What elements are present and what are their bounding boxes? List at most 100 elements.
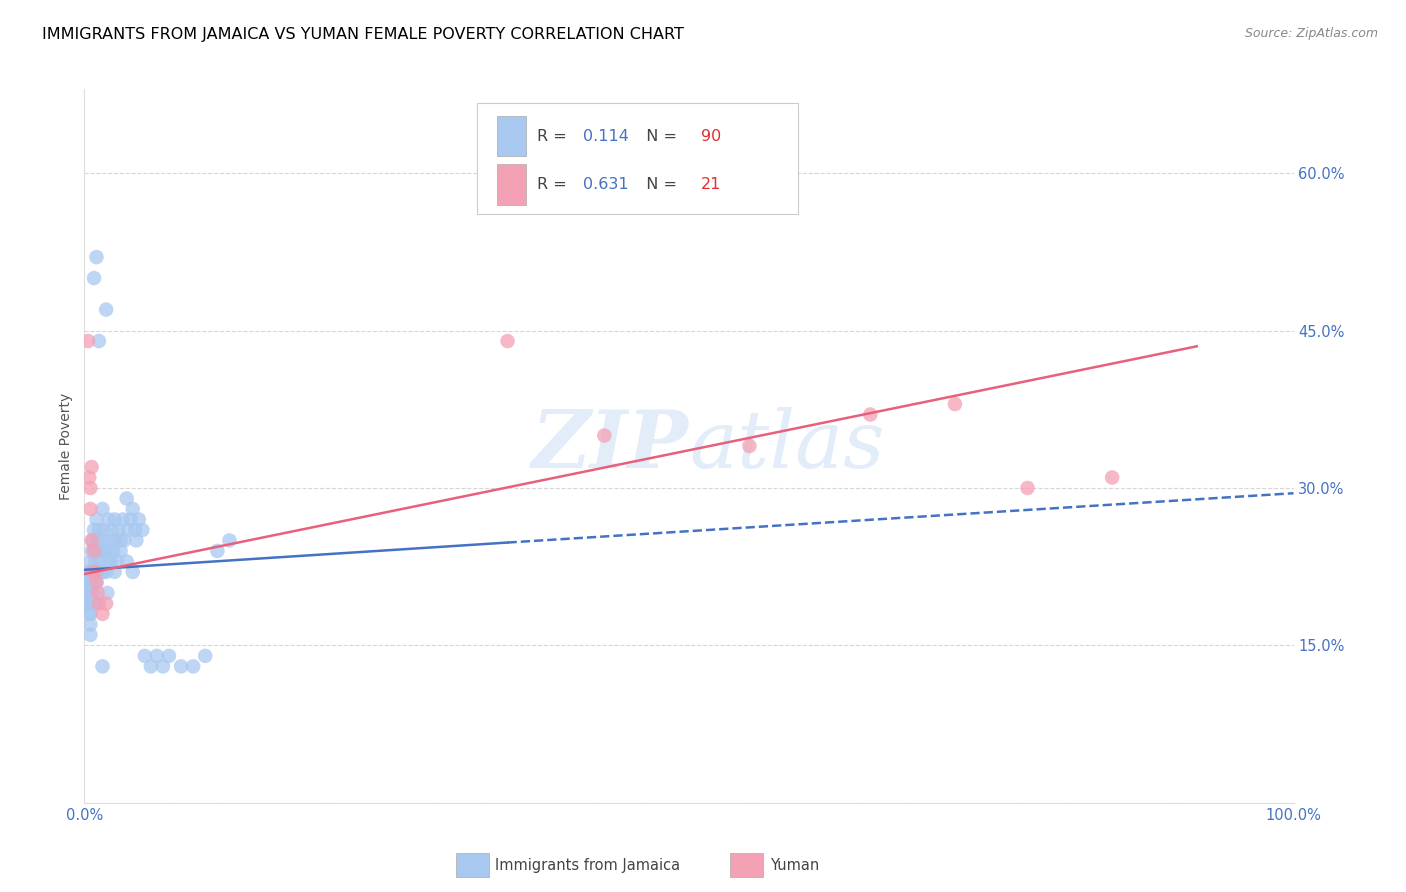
Text: 0.114: 0.114 <box>582 128 628 144</box>
Point <box>157 648 180 663</box>
Point <box>91 533 114 548</box>
Point <box>97 554 120 568</box>
Point <box>79 617 101 632</box>
Text: Source: ZipAtlas.com: Source: ZipAtlas.com <box>1244 27 1378 40</box>
Point <box>77 586 100 600</box>
Point <box>76 596 98 610</box>
Point <box>170 659 193 673</box>
Point <box>82 586 104 600</box>
Point <box>121 565 143 579</box>
Point <box>87 523 110 537</box>
Point <box>84 575 107 590</box>
Point <box>112 512 135 526</box>
Text: ZIP: ZIP <box>531 408 689 484</box>
Point <box>86 512 108 526</box>
Point <box>104 565 127 579</box>
Point <box>107 523 129 537</box>
Point <box>110 533 132 548</box>
Point <box>101 523 124 537</box>
Point <box>86 575 108 590</box>
Point <box>218 533 240 548</box>
Point <box>79 607 101 621</box>
Point <box>110 544 132 558</box>
Point <box>77 575 100 590</box>
Point <box>80 565 103 579</box>
Point <box>131 523 153 537</box>
Point <box>86 533 108 548</box>
Point <box>94 565 117 579</box>
Point <box>79 628 101 642</box>
Point <box>80 586 103 600</box>
Point <box>96 586 118 600</box>
Point <box>77 596 100 610</box>
Text: 90: 90 <box>702 128 721 144</box>
Point <box>97 544 120 558</box>
Point <box>84 554 107 568</box>
Point <box>79 481 101 495</box>
Point <box>91 607 114 621</box>
Point <box>93 523 115 537</box>
Point <box>859 408 882 422</box>
Point <box>738 439 761 453</box>
Point <box>125 533 148 548</box>
Point <box>91 565 114 579</box>
Point <box>90 565 112 579</box>
Point <box>105 554 128 568</box>
Point <box>152 659 174 673</box>
Point <box>100 554 122 568</box>
Point <box>79 565 101 579</box>
Point <box>87 554 110 568</box>
FancyBboxPatch shape <box>478 103 797 214</box>
Point <box>207 544 229 558</box>
Point <box>121 502 143 516</box>
Point <box>83 523 105 537</box>
Point <box>84 565 107 579</box>
Point <box>86 565 108 579</box>
Point <box>181 659 204 673</box>
Point <box>1017 481 1039 495</box>
Point <box>77 334 100 348</box>
Point <box>82 565 104 579</box>
Point <box>943 397 966 411</box>
Point <box>128 512 150 526</box>
Point <box>98 533 121 548</box>
Point <box>79 596 101 610</box>
Point <box>104 512 127 526</box>
Point <box>84 596 107 610</box>
Point <box>1101 470 1123 484</box>
Point <box>593 428 616 442</box>
Text: IMMIGRANTS FROM JAMAICA VS YUMAN FEMALE POVERTY CORRELATION CHART: IMMIGRANTS FROM JAMAICA VS YUMAN FEMALE … <box>42 27 685 42</box>
Text: Yuman: Yuman <box>770 858 820 872</box>
Text: 0.631: 0.631 <box>582 178 628 192</box>
Point <box>83 596 105 610</box>
Point <box>79 575 101 590</box>
Point <box>91 502 114 516</box>
Point <box>83 544 105 558</box>
Point <box>80 460 103 475</box>
Point <box>80 544 103 558</box>
Point <box>80 533 103 548</box>
Point <box>86 250 108 264</box>
Point <box>77 575 100 590</box>
Point <box>77 565 100 579</box>
Point <box>77 607 100 621</box>
Point <box>97 512 120 526</box>
Point <box>117 523 139 537</box>
Text: Immigrants from Jamaica: Immigrants from Jamaica <box>495 858 681 872</box>
Point <box>86 586 108 600</box>
Point <box>89 544 111 558</box>
Y-axis label: Female Poverty: Female Poverty <box>59 392 73 500</box>
Point <box>87 334 110 348</box>
Text: atlas: atlas <box>689 408 884 484</box>
Point <box>77 596 100 610</box>
Point <box>86 575 108 590</box>
Point <box>104 533 127 548</box>
FancyBboxPatch shape <box>496 116 526 156</box>
Point <box>77 565 100 579</box>
Point <box>82 565 104 579</box>
Point <box>146 648 169 663</box>
Point <box>103 544 125 558</box>
Point <box>82 533 104 548</box>
Text: N =: N = <box>636 128 682 144</box>
Point <box>120 512 142 526</box>
